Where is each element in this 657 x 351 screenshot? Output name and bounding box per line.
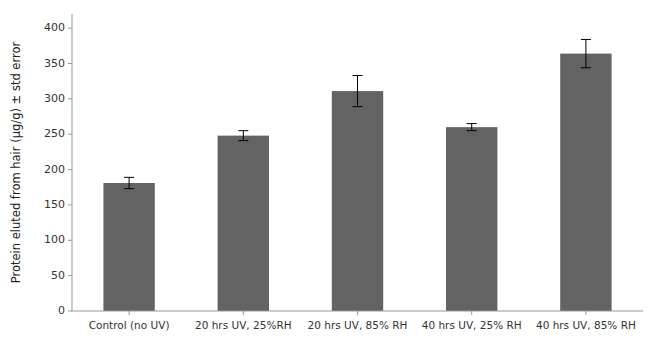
x-tick-label: Control (no UV) [89,319,170,331]
x-tick-label: 20 hrs UV, 85% RH [308,319,408,331]
error-stem [129,177,130,188]
x-tick [471,311,472,315]
error-stem [585,39,586,67]
error-bar [467,124,477,131]
axes: 0 50 100 150 200 250 300 350 400 Control (no UV) 2… [44,14,643,331]
x-tick [243,311,244,315]
error-bar [124,177,134,188]
x-tick-label: 20 hrs UV, 25%RH [195,319,292,331]
error-bar [353,76,363,107]
chart-container: 0 50 100 150 200 250 300 350 400 Control (no UV) 2… [0,0,657,351]
error-stem [471,124,472,131]
bar [218,136,269,311]
y-tick [68,169,72,170]
bar [560,54,611,311]
y-tick [68,98,72,99]
chart-svg: 0 50 100 150 200 250 300 350 400 Control (no UV) 2… [0,0,657,351]
y-tick-label: 350 [44,57,65,70]
error-cap [238,140,248,141]
error-cap [467,130,477,131]
y-tick-label: 0 [58,304,65,317]
error-cap [353,106,363,107]
x-tick [357,311,358,315]
error-bar [581,39,591,67]
y-tick-label: 250 [44,127,65,140]
plot-area [103,39,611,311]
y-axis-line [72,14,73,311]
y-tick [68,63,72,64]
y-tick [68,134,72,135]
y-tick-label: 300 [44,92,65,105]
error-cap [124,188,134,189]
x-tick-label: 40 hrs UV, 25% RH [422,319,522,331]
error-cap [581,39,591,40]
error-cap [238,130,248,131]
y-axis-label: Protein eluted from hair (μg/g) ± std er… [9,42,23,284]
error-stem [243,131,244,141]
x-tick [585,311,586,315]
error-cap [581,67,591,68]
x-tick-label: 40 hrs UV, 85% RH [536,319,636,331]
y-tick [68,240,72,241]
y-tick [68,275,72,276]
y-tick-label: 150 [44,198,65,211]
error-cap [467,123,477,124]
y-tick-label: 200 [44,163,65,176]
error-cap [353,75,363,76]
y-tick [68,28,72,29]
y-tick-label: 100 [44,233,65,246]
bar [103,183,154,311]
y-tick [68,311,72,312]
error-bar [238,131,248,141]
x-tick [129,311,130,315]
y-tick-label: 50 [51,269,65,282]
y-tick-label: 400 [44,21,65,34]
error-stem [357,76,358,107]
y-tick [68,204,72,205]
bar [332,91,383,311]
bar [446,127,497,311]
error-cap [124,177,134,178]
